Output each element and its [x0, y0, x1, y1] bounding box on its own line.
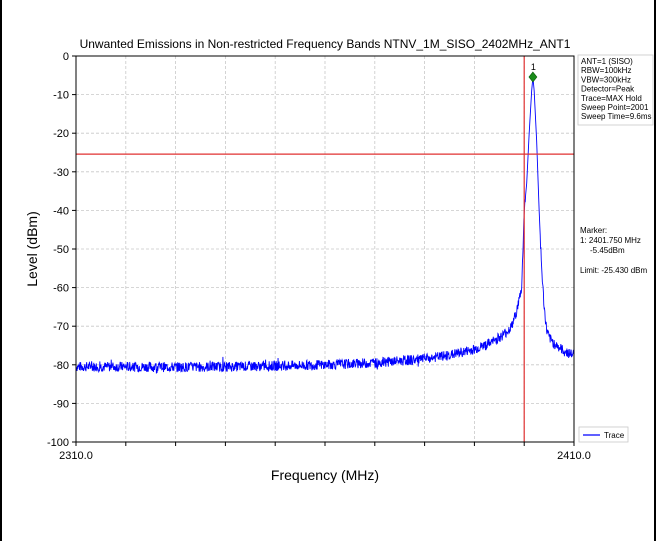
- grid: [76, 56, 574, 442]
- info-box-line: Trace=MAX Hold: [581, 94, 642, 103]
- info-box-line: Sweep Time=9.6ms: [581, 112, 651, 121]
- info-box-line: ANT=1 (SISO): [581, 57, 633, 66]
- legend-box: [578, 426, 629, 443]
- y-tick-label: -20: [53, 128, 69, 140]
- y-tick-label: -100: [47, 437, 69, 449]
- marker-box-line: -5.45dBm: [590, 246, 625, 255]
- legend-label: Trace: [604, 431, 625, 440]
- marker-box-line: 1: 2401.750 MHz: [580, 236, 641, 245]
- marker-box-line: Limit: -25.430 dBm: [580, 266, 647, 275]
- marker-box-line: Marker:: [580, 226, 607, 235]
- y-axis-label: Level (dBm): [24, 211, 40, 286]
- info-box-line: Detector=Peak: [581, 85, 635, 94]
- trace-line: [75, 78, 575, 374]
- info-box-line: VBW=300kHz: [581, 75, 631, 84]
- y-tick-label: -70: [53, 321, 69, 333]
- marker-point-label: 1: [531, 62, 536, 72]
- marker-point: [528, 71, 538, 83]
- x-tick-label: 2410.0: [557, 450, 591, 462]
- chart-title: Unwanted Emissions in Non-restricted Fre…: [80, 37, 571, 51]
- info-box-line: RBW=100kHz: [581, 66, 631, 75]
- info-box: [577, 54, 654, 126]
- y-tick-label: 0: [63, 51, 69, 63]
- y-tick-label: -40: [53, 205, 69, 217]
- info-box-line: Sweep Point=2001: [581, 103, 649, 112]
- y-tick-label: -50: [53, 244, 69, 256]
- y-tick-label: -80: [53, 360, 69, 372]
- y-tick-label: -60: [53, 283, 69, 295]
- y-tick-label: -30: [53, 167, 69, 179]
- legend: Trace: [578, 426, 629, 443]
- y-tick-label: -90: [53, 398, 69, 410]
- x-axis-label: Frequency (MHz): [271, 467, 379, 483]
- y-tick-label: -10: [53, 90, 69, 102]
- right-border: [654, 0, 656, 541]
- x-tick-label: 2310.0: [59, 450, 93, 462]
- left-border: [0, 0, 2, 541]
